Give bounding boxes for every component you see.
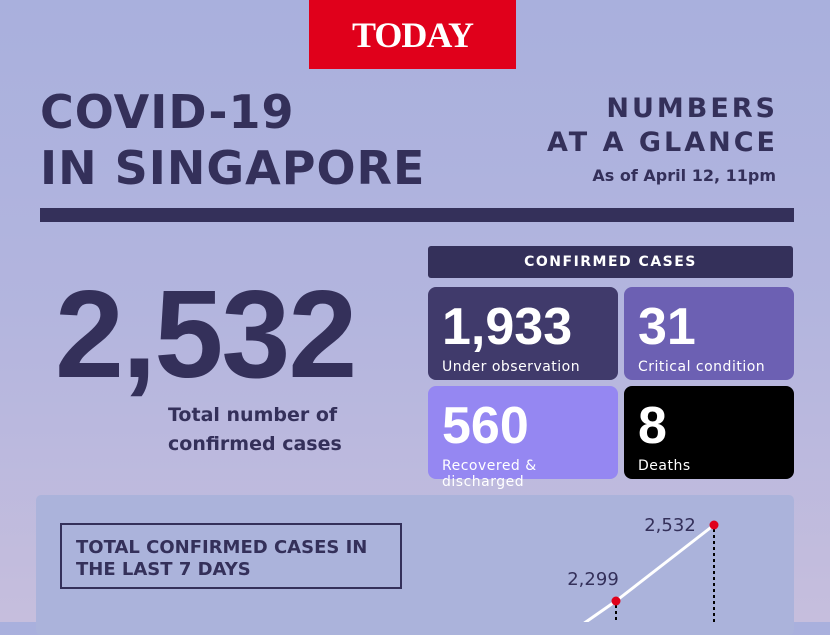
card-value: 8 (638, 397, 667, 455)
card-recovered: 560 Recovered & discharged (428, 386, 618, 490)
numbers-at-a-glance: NUMBERS AT A GLANCE (547, 92, 778, 160)
page-title: COVID-19 IN SINGAPORE (40, 84, 425, 196)
chart-line-segment (615, 523, 715, 603)
chart-title: TOTAL CONFIRMED CASES IN THE LAST 7 DAYS (60, 523, 402, 589)
card-label: Under observation (442, 359, 581, 375)
card-value: 1,933 (442, 298, 573, 356)
card-deaths: 8 Deaths (624, 386, 794, 479)
divider (40, 208, 794, 222)
line-chart: 2,299 2,532 (567, 515, 719, 622)
card-value: 31 (638, 298, 696, 356)
data-label: 2,532 (644, 515, 696, 536)
title-line-2: IN SINGAPORE (40, 141, 426, 195)
title-line-1: COVID-19 (40, 85, 295, 139)
card-label: Recovered & discharged (442, 458, 537, 490)
data-label: 2,299 (567, 569, 619, 590)
card-value: 560 (442, 397, 529, 455)
total-label-line-2: confirmed cases (168, 433, 342, 455)
card-under-observation: 1,933 Under observation (428, 287, 618, 380)
chart-line-segment (583, 599, 617, 622)
confirmed-cases-header: CONFIRMED CASES (428, 246, 793, 278)
data-point (709, 520, 719, 530)
glance-line-2: AT A GLANCE (546, 127, 778, 158)
card-label: Deaths (638, 458, 691, 474)
card-label: Critical condition (638, 359, 766, 375)
glance-line-1: NUMBERS (606, 93, 778, 124)
today-logo: TODAY (309, 0, 516, 69)
as-of-date: As of April 12, 11pm (592, 166, 776, 185)
total-cases-label: Total number of confirmed cases (168, 401, 342, 459)
total-cases-value: 2,532 (55, 266, 357, 404)
data-point (611, 596, 621, 606)
total-label-line-1: Total number of (168, 404, 338, 426)
chart-panel (36, 495, 794, 635)
card-critical-condition: 31 Critical condition (624, 287, 794, 380)
